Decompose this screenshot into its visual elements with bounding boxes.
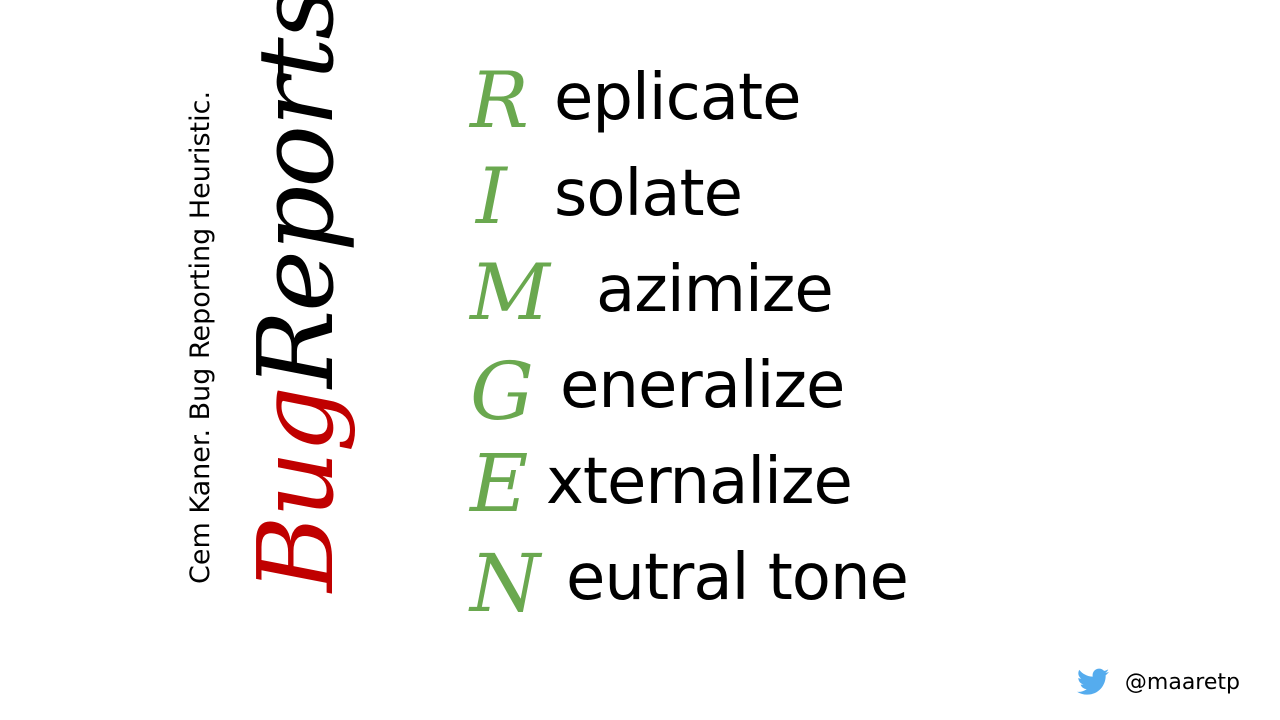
acrostic-word: eneralize xyxy=(560,349,845,423)
title-word-bug: Bug xyxy=(235,388,357,592)
acrostic-initial: R xyxy=(470,56,529,146)
acrostic-initial: E xyxy=(470,437,529,530)
twitter-handle: @maaretp xyxy=(1076,668,1240,696)
handle-text: @maaretp xyxy=(1124,669,1240,695)
attribution-text: Cem Kaner. Bug Reporting Heuristic. xyxy=(185,90,216,584)
slide-title: BugReports xyxy=(235,0,357,592)
acrostic-word: eutral tone xyxy=(566,541,909,615)
twitter-bird-icon xyxy=(1076,668,1109,695)
acrostic-initial: M xyxy=(470,248,550,338)
title-word-reports: Reports xyxy=(235,0,357,389)
acrostic-word: eplicate xyxy=(554,61,801,135)
acrostic-word: azimize xyxy=(596,253,834,327)
acrostic-word: xternalize xyxy=(546,445,853,519)
acrostic-initial: N xyxy=(470,537,540,630)
acrostic-initial: I xyxy=(476,152,507,242)
acrostic-initial: G xyxy=(470,345,534,438)
acrostic-word: solate xyxy=(554,157,743,231)
